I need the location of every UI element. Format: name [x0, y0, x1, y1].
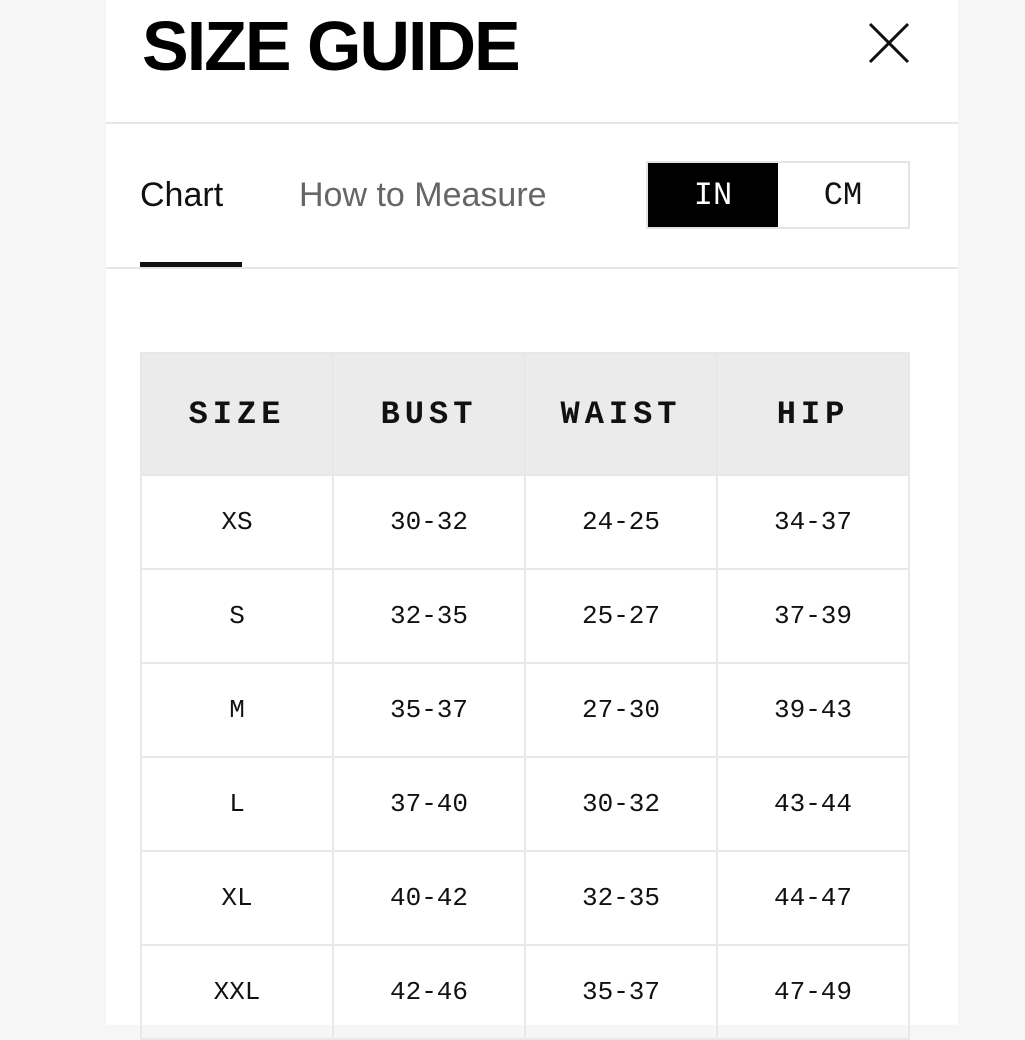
column-header-waist: WAIST	[524, 352, 718, 476]
table-cell: XS	[140, 474, 334, 570]
table-cell: 37-40	[332, 756, 526, 852]
size-chart-table: SIZE BUST WAIST HIP XS 30-32 24-25 34-37 S 32-35…	[140, 352, 910, 1040]
table-cell: L	[140, 756, 334, 852]
size-guide-panel: SIZE GUIDE Chart How to Measure IN CM SI…	[106, 0, 958, 1040]
tab-chart[interactable]: Chart	[140, 176, 224, 214]
table-row: XXL 42-46 35-37 47-49	[140, 944, 910, 1040]
table-cell: S	[140, 568, 334, 664]
table-cell: 40-42	[332, 850, 526, 946]
table-row: XS 30-32 24-25 34-37	[140, 474, 910, 570]
unit-in-button[interactable]: IN	[648, 163, 778, 227]
unit-cm-button[interactable]: CM	[778, 163, 908, 227]
table-cell: 43-44	[716, 756, 910, 852]
active-tab-indicator	[140, 262, 242, 267]
table-row: S 32-35 25-27 37-39	[140, 568, 910, 664]
table-cell: 35-37	[332, 662, 526, 758]
table-row: M 35-37 27-30 39-43	[140, 662, 910, 758]
table-cell: 37-39	[716, 568, 910, 664]
table-cell: 42-46	[332, 944, 526, 1040]
table-cell: XL	[140, 850, 334, 946]
table-cell: M	[140, 662, 334, 758]
column-header-size: SIZE	[140, 352, 334, 476]
table-cell: 32-35	[332, 568, 526, 664]
table-cell: 39-43	[716, 662, 910, 758]
column-header-bust: BUST	[332, 352, 526, 476]
table-cell: 25-27	[524, 568, 718, 664]
table-row: XL 40-42 32-35 44-47	[140, 850, 910, 946]
divider	[106, 267, 958, 269]
tab-how-to-measure[interactable]: How to Measure	[299, 176, 547, 214]
unit-toggle: IN CM	[646, 161, 910, 229]
table-row: L 37-40 30-32 43-44	[140, 756, 910, 852]
table-cell: 35-37	[524, 944, 718, 1040]
page-title: SIZE GUIDE	[142, 7, 521, 85]
table-cell: 30-32	[332, 474, 526, 570]
table-cell: 27-30	[524, 662, 718, 758]
table-cell: 34-37	[716, 474, 910, 570]
table-cell: 24-25	[524, 474, 718, 570]
column-header-hip: HIP	[716, 352, 910, 476]
table-cell: XXL	[140, 944, 334, 1040]
close-icon	[868, 22, 910, 64]
table-cell: 47-49	[716, 944, 910, 1040]
divider	[106, 122, 958, 124]
table-cell: 32-35	[524, 850, 718, 946]
table-cell: 30-32	[524, 756, 718, 852]
close-button[interactable]	[868, 22, 910, 64]
table-cell: 44-47	[716, 850, 910, 946]
